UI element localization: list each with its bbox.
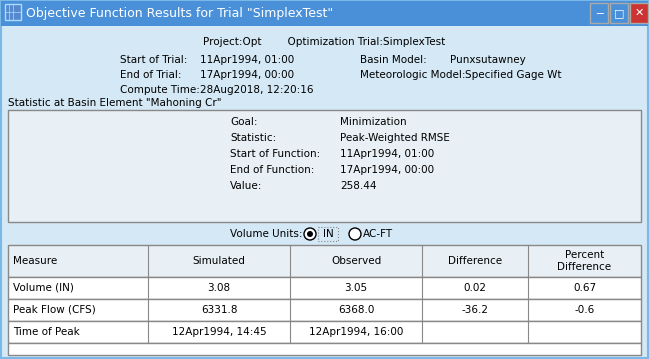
Text: End of Function:: End of Function:	[230, 165, 314, 175]
Text: 28Aug2018, 12:20:16: 28Aug2018, 12:20:16	[200, 85, 313, 95]
Text: Statistic at Basin Element "Mahoning Cr": Statistic at Basin Element "Mahoning Cr"	[8, 98, 221, 108]
Text: -36.2: -36.2	[461, 305, 489, 315]
Text: Start of Trial:: Start of Trial:	[120, 55, 188, 65]
Bar	[8, 343, 641, 355]
Text: Project:Opt        Optimization Trial:SimplexTest: Project:Opt Optimization Trial:SimplexTe…	[203, 37, 445, 47]
Text: Goal:: Goal:	[230, 117, 258, 127]
Bar	[590, 3, 608, 23]
Text: Volume Units:: Volume Units:	[230, 229, 302, 239]
Bar	[8, 245, 641, 277]
Text: Time of Peak: Time of Peak	[13, 327, 80, 337]
Text: Measure: Measure	[13, 256, 57, 266]
Text: ✕: ✕	[634, 8, 644, 18]
Bar	[8, 277, 641, 299]
Text: Punxsutawney: Punxsutawney	[450, 55, 526, 65]
Text: 12Apr1994, 14:45: 12Apr1994, 14:45	[172, 327, 266, 337]
Text: ─: ─	[596, 8, 602, 18]
Text: AC-FT: AC-FT	[363, 229, 393, 239]
Bar	[8, 321, 641, 343]
Text: 11Apr1994, 01:00: 11Apr1994, 01:00	[200, 55, 294, 65]
Bar	[1, 1, 648, 26]
Text: Minimization: Minimization	[340, 117, 407, 127]
Text: 6368.0: 6368.0	[338, 305, 374, 315]
Text: 17Apr1994, 00:00: 17Apr1994, 00:00	[340, 165, 434, 175]
Text: Observed: Observed	[331, 256, 381, 266]
Text: Volume (IN): Volume (IN)	[13, 283, 74, 293]
Text: Value:: Value:	[230, 181, 262, 191]
Text: □: □	[614, 8, 624, 18]
Text: Statistic:: Statistic:	[230, 133, 276, 143]
Circle shape	[307, 231, 313, 237]
Circle shape	[349, 228, 361, 240]
Text: 6331.8: 6331.8	[201, 305, 238, 315]
Text: Objective Function Results for Trial "SimplexTest": Objective Function Results for Trial "Si…	[26, 6, 333, 19]
Text: 0.67: 0.67	[573, 283, 596, 293]
Bar	[5, 4, 21, 20]
Bar	[630, 3, 648, 23]
Text: Percent
Difference: Percent Difference	[557, 250, 611, 272]
Bar	[8, 110, 641, 222]
Text: 258.44: 258.44	[340, 181, 376, 191]
Text: 0.02: 0.02	[463, 283, 487, 293]
Text: Start of Function:: Start of Function:	[230, 149, 320, 159]
Bar	[318, 227, 338, 241]
Text: Specified Gage Wt: Specified Gage Wt	[465, 70, 561, 80]
Text: Meteorologic Model:: Meteorologic Model:	[360, 70, 465, 80]
Text: -0.6: -0.6	[574, 305, 594, 315]
Text: Difference: Difference	[448, 256, 502, 266]
Text: Peak-Weighted RMSE: Peak-Weighted RMSE	[340, 133, 450, 143]
Text: 12Apr1994, 16:00: 12Apr1994, 16:00	[309, 327, 403, 337]
Text: IN: IN	[323, 229, 334, 239]
Text: 11Apr1994, 01:00: 11Apr1994, 01:00	[340, 149, 434, 159]
Text: 3.08: 3.08	[208, 283, 230, 293]
Circle shape	[304, 228, 316, 240]
Bar	[8, 299, 641, 321]
Text: 3.05: 3.05	[345, 283, 367, 293]
Text: Peak Flow (CFS): Peak Flow (CFS)	[13, 305, 96, 315]
Text: End of Trial:: End of Trial:	[120, 70, 182, 80]
Text: Compute Time:: Compute Time:	[120, 85, 200, 95]
Text: Simulated: Simulated	[193, 256, 245, 266]
Bar	[610, 3, 628, 23]
Text: Basin Model:: Basin Model:	[360, 55, 427, 65]
Text: 17Apr1994, 00:00: 17Apr1994, 00:00	[200, 70, 294, 80]
